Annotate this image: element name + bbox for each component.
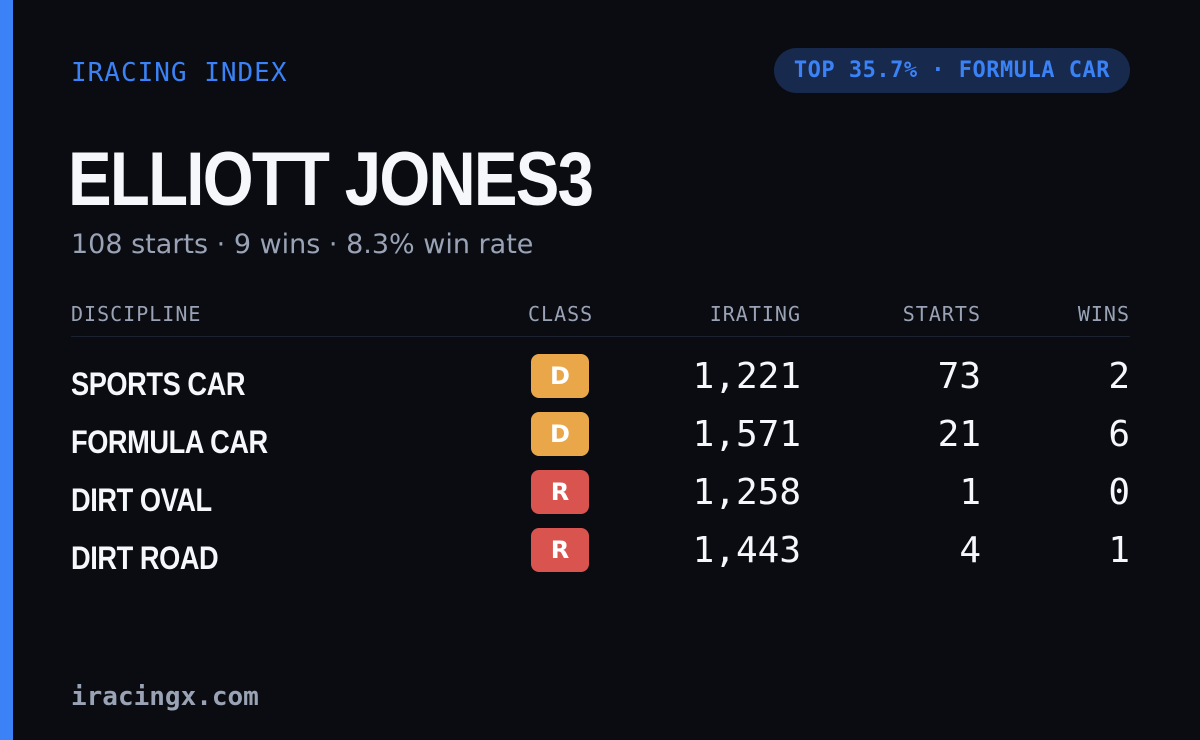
table-row: DIRT OVAL R 1,258 1 0 <box>71 468 1130 526</box>
table-row: DIRT ROAD R 1,443 4 1 <box>71 526 1130 584</box>
discipline-name: SPORTS CAR <box>71 366 246 402</box>
wins-value: 0 <box>1108 472 1130 513</box>
discipline-name: FORMULA CAR <box>71 424 268 460</box>
header-class: CLASS <box>528 302 594 326</box>
starts-value: 73 <box>937 356 981 397</box>
header-starts: STARTS <box>902 302 981 326</box>
driver-summary: 108 starts · 9 wins · 8.3% win rate <box>71 229 534 260</box>
wins-value: 6 <box>1108 414 1130 455</box>
starts-value: 21 <box>937 414 981 455</box>
irating-value: 1,443 <box>692 530 801 571</box>
brand-label: IRACING INDEX <box>71 58 288 88</box>
table-header: DISCIPLINE CLASS IRATING STARTS WINS <box>71 292 1130 337</box>
accent-bar <box>0 0 13 740</box>
class-badge: R <box>531 470 589 514</box>
table-row: FORMULA CAR D 1,571 21 6 <box>71 410 1130 468</box>
starts-value: 4 <box>959 530 981 571</box>
irating-value: 1,571 <box>692 414 801 455</box>
table-body: SPORTS CAR D 1,221 73 2 FORMULA CAR D 1,… <box>71 352 1130 584</box>
class-badge: D <box>531 412 589 456</box>
class-badge: D <box>531 354 589 398</box>
header-wins: WINS <box>1077 302 1130 326</box>
driver-name: ELLIOTT JONES3 <box>68 137 594 222</box>
discipline-name: DIRT OVAL <box>71 482 212 518</box>
rank-badge: TOP 35.7% · FORMULA CAR <box>773 48 1130 93</box>
discipline-table: DISCIPLINE CLASS IRATING STARTS WINS SPO… <box>71 292 1130 576</box>
class-badge: R <box>531 528 589 572</box>
table-row: SPORTS CAR D 1,221 73 2 <box>71 352 1130 410</box>
discipline-name: DIRT ROAD <box>71 540 219 576</box>
wins-value: 2 <box>1108 356 1130 397</box>
starts-value: 1 <box>959 472 981 513</box>
irating-value: 1,221 <box>692 356 801 397</box>
site-url: iracingx.com <box>71 682 259 712</box>
header-discipline: DISCIPLINE <box>71 302 202 326</box>
irating-value: 1,258 <box>692 472 801 513</box>
header-irating: IRATING <box>709 302 801 326</box>
wins-value: 1 <box>1108 530 1130 571</box>
